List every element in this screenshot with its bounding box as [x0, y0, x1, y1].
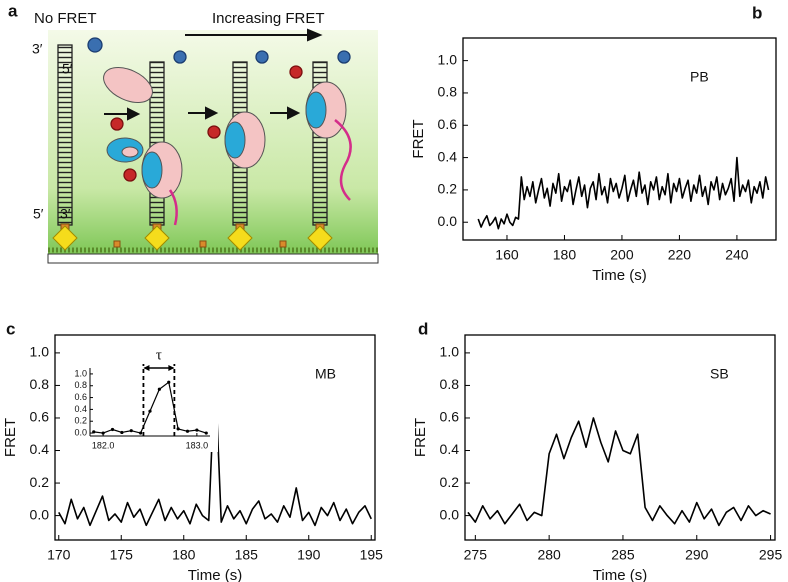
trace-point: [157, 387, 161, 391]
y-tick-label: 0.4: [438, 148, 458, 164]
y-tick-label: 0.8: [440, 376, 460, 392]
y-axis-label: FRET: [412, 418, 429, 457]
x-tick-label: 170: [47, 547, 71, 563]
y-tick-label: 0.8: [438, 84, 458, 100]
y-tick-label: 0.4: [74, 404, 87, 414]
x-tick-label: 195: [360, 547, 384, 563]
diagram-text: Increasing FRET: [212, 10, 325, 27]
panel-label: c: [6, 319, 15, 338]
annotation: MB: [315, 366, 336, 382]
trace-point: [139, 431, 143, 435]
x-tick-label: 280: [537, 547, 561, 563]
y-tick-label: 0.0: [74, 427, 87, 437]
y-tick-label: 0.6: [438, 116, 458, 132]
x-tick-label: 220: [668, 247, 692, 263]
panel-label: d: [418, 319, 428, 338]
slide: [47, 253, 379, 264]
y-tick-label: 0.4: [30, 441, 50, 457]
x-axis-label: Time (s): [188, 567, 242, 582]
annotation: PB: [690, 69, 709, 85]
annotation: SB: [710, 366, 729, 382]
fret-trace: [477, 156, 770, 230]
y-tick-label: 0.0: [30, 506, 50, 522]
annotation: τ: [156, 347, 162, 363]
x-tick-label: 183.0: [186, 440, 209, 450]
trace-point: [101, 431, 105, 435]
x-tick-label: 160: [495, 247, 519, 263]
chart-panel: 0.0 0.2 0.4 0.6 0.8 1.0 275 280 285 290 295 Time (s…: [412, 319, 782, 582]
y-tick-label: 0.2: [440, 474, 460, 490]
x-axis-label: Time (s): [592, 267, 646, 284]
surface-background: [48, 30, 378, 256]
diagram: a No FRET Increasing FRET 3′ 5′ 5′ 3′: [8, 1, 379, 264]
x-axis-label: Time (s): [593, 567, 647, 582]
strand-end: 5′: [62, 61, 73, 77]
x-tick-label: 290: [685, 547, 709, 563]
trace-point: [92, 430, 96, 434]
y-tick-label: 1.0: [438, 51, 458, 67]
y-tick-label: 0.8: [74, 380, 87, 390]
plot-frame: [462, 37, 777, 241]
anchors: [52, 223, 333, 251]
trace-point: [204, 431, 208, 435]
plot-frame: [464, 334, 776, 541]
x-tick-label: 180: [553, 247, 577, 263]
trace-point: [129, 429, 133, 433]
arrows: [104, 28, 323, 121]
x-tick-label: 182.0: [92, 440, 115, 450]
y-tick-label: 0.2: [30, 474, 50, 490]
x-tick-label: 295: [759, 547, 783, 563]
y-axis-label: FRET: [2, 418, 19, 457]
y-tick-label: 0.6: [74, 392, 87, 402]
y-tick-label: 0.6: [440, 409, 460, 425]
dyes: [87, 37, 351, 182]
y-tick-label: 0.2: [438, 181, 458, 197]
y-tick-label: 0.8: [30, 376, 50, 392]
inset-chart: 0.00.2 0.4 0.6 0.8 1.0 182.0 183.0 τ: [60, 346, 218, 452]
trace-point: [120, 430, 124, 435]
strand-end: 3′: [60, 206, 71, 222]
trace-point: [110, 427, 115, 432]
y-tick-label: 0.2: [74, 416, 87, 426]
strand-end: 3′: [32, 41, 43, 57]
y-tick-label: 0.4: [440, 441, 460, 457]
arrow-head: [143, 365, 150, 371]
trace-point: [167, 380, 171, 384]
x-tick-label: 275: [464, 547, 488, 563]
x-tick-label: 285: [611, 547, 635, 563]
x-tick-label: 180: [172, 547, 196, 563]
fret-trace: [467, 417, 771, 527]
plot-frame: [54, 334, 376, 541]
trace-point: [185, 429, 190, 433]
x-tick-label: 185: [235, 547, 259, 563]
y-tick-label: 0.0: [440, 506, 460, 522]
y-tick-label: 1.0: [74, 368, 87, 378]
strand-end: 5′: [33, 206, 44, 222]
x-tick-label: 190: [297, 547, 321, 563]
y-tick-label: 1.0: [440, 344, 460, 360]
arrow-head: [168, 365, 175, 371]
inset-background: [60, 346, 218, 452]
x-tick-label: 200: [610, 247, 634, 263]
trace-point: [148, 409, 152, 413]
trace-point: [195, 428, 199, 432]
y-tick-label: 0.6: [30, 409, 50, 425]
x-tick-label: 175: [110, 547, 134, 563]
y-tick-label: 1.0: [30, 344, 50, 360]
chart-panel: 0.0 0.2 0.4 0.6 0.8 1.0 160 180 200 220 240 Time (s…: [410, 3, 777, 284]
x-tick-label: 240: [725, 247, 749, 263]
y-axis-label: FRET: [410, 119, 427, 158]
panel-label: a: [8, 1, 18, 20]
panel-label: b: [752, 3, 762, 22]
proteins: [103, 67, 352, 226]
y-tick-label: 0.0: [438, 213, 458, 229]
diagram-text: No FRET: [34, 10, 97, 27]
trace-point: [176, 427, 180, 431]
